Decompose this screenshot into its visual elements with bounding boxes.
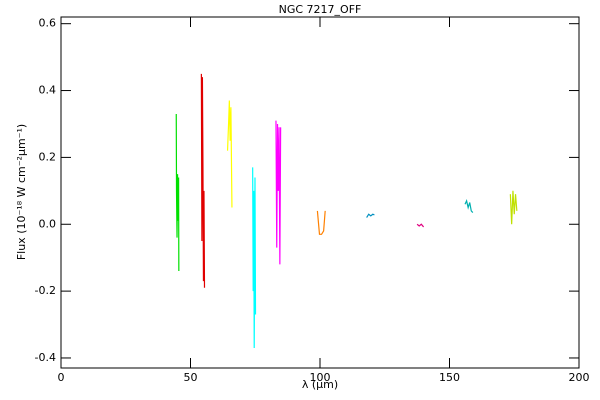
x-tick-label: 0	[58, 371, 65, 384]
y-tick-label: 0.6	[39, 17, 57, 30]
spectrum-line	[366, 213, 375, 218]
x-axis-label: λ (μm)	[302, 378, 338, 391]
spectrum-line	[226, 100, 233, 208]
chart-title: NGC 7217_OFF	[279, 3, 362, 16]
y-tick-label: -0.2	[35, 284, 56, 297]
spectrum-line	[416, 223, 425, 228]
spectrum-line	[464, 199, 474, 213]
spectrum-line	[252, 167, 257, 348]
plot-frame	[60, 16, 580, 369]
spectrum-line	[509, 190, 518, 225]
x-tick-label: 200	[569, 371, 590, 384]
y-tick-label: 0.0	[39, 217, 57, 230]
x-tick-label: 50	[184, 371, 198, 384]
y-tick-label: 0.4	[39, 84, 57, 97]
spectrum-line	[200, 73, 206, 288]
spectrum-line	[275, 120, 282, 265]
spectrum-line	[175, 113, 180, 272]
y-tick-label: 0.2	[39, 150, 57, 163]
y-axis-label: Flux (10⁻¹⁸ W cm⁻²μm⁻¹)	[15, 124, 28, 260]
x-tick-label: 150	[439, 371, 460, 384]
spectrum-line	[316, 210, 326, 235]
y-tick-label: -0.4	[35, 351, 56, 364]
x-tick-label: 100	[310, 371, 331, 384]
